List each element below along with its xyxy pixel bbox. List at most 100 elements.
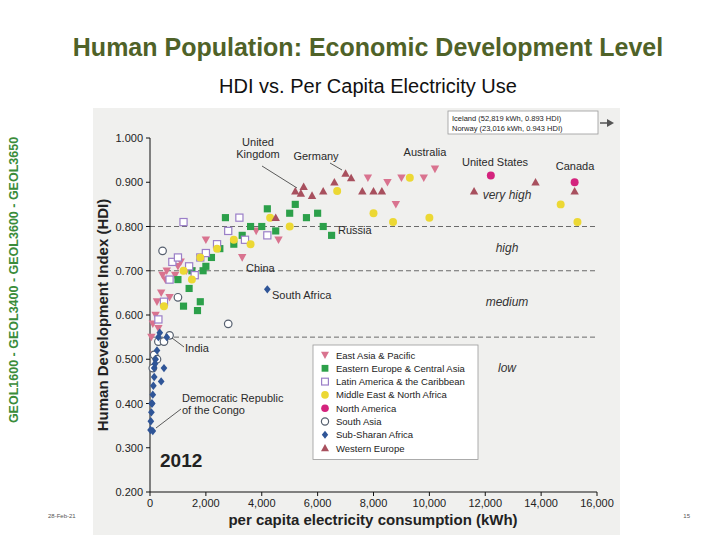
data-point	[406, 174, 414, 182]
legend-marker	[322, 431, 328, 439]
data-point	[148, 399, 155, 407]
data-point	[247, 240, 255, 248]
data-point	[196, 253, 204, 261]
legend-marker	[321, 418, 328, 425]
y-tick-label: 0.700	[115, 265, 143, 277]
data-point	[292, 201, 299, 208]
annotation: Australia	[404, 146, 448, 158]
y-tick	[146, 492, 150, 493]
annotation: Democratic Republicof the Congo	[182, 392, 284, 416]
offscale-arrow-head	[607, 119, 614, 127]
annotation: Russia	[338, 224, 373, 236]
x-tick-label: 12,000	[468, 497, 502, 509]
data-point	[230, 236, 238, 244]
annotation: United States	[462, 156, 529, 168]
series-group	[147, 285, 270, 435]
data-point	[333, 187, 341, 195]
legend-label: Eastern Europe & Central Asia	[336, 363, 466, 374]
legend-marker	[321, 391, 329, 399]
data-point	[392, 201, 400, 209]
data-point	[328, 232, 335, 239]
data-point	[291, 187, 299, 195]
data-point	[224, 320, 232, 328]
series-group	[272, 169, 579, 221]
x-tick	[597, 492, 598, 496]
y-tick	[146, 182, 150, 183]
data-point	[180, 267, 188, 275]
x-axis-label: per capita electricity consumption (kWh)	[228, 511, 517, 528]
legend-marker	[322, 365, 329, 372]
y-tick	[146, 226, 150, 227]
legend-marker	[322, 378, 329, 385]
data-point	[297, 189, 305, 197]
data-point	[174, 294, 182, 302]
annotation: China	[246, 262, 276, 274]
x-tick	[261, 492, 262, 496]
data-point	[531, 178, 539, 186]
data-point	[573, 218, 581, 226]
data-point	[149, 390, 156, 398]
data-point	[341, 169, 349, 177]
legend-label: Latin America & the Caribbean	[336, 376, 465, 387]
x-tick	[373, 492, 374, 496]
annotation: India	[185, 342, 210, 354]
x-tick	[150, 492, 151, 496]
data-point	[557, 200, 565, 208]
y-tick-label: 0.200	[115, 486, 143, 498]
data-point	[197, 298, 204, 305]
data-point	[347, 174, 355, 182]
data-point	[274, 236, 282, 244]
data-point	[308, 191, 316, 199]
legend-label: North America	[336, 403, 397, 414]
annotation-line: Kingdom	[236, 148, 279, 160]
data-point	[286, 223, 294, 231]
slide: Human Population: Economic Development L…	[0, 0, 720, 540]
zone-label: very high	[483, 188, 532, 202]
annotation: UnitedKingdom	[236, 136, 279, 160]
data-point	[264, 285, 271, 293]
y-tick-label: 0.500	[115, 353, 143, 365]
legend-label: South Asia	[336, 416, 382, 427]
data-point	[570, 187, 578, 195]
data-point	[264, 232, 271, 239]
data-point	[194, 307, 201, 314]
data-point	[236, 214, 243, 221]
zone-label: medium	[486, 295, 529, 309]
annotation-line: Russia	[338, 224, 373, 236]
data-point	[180, 303, 187, 310]
annotation: Canada	[556, 160, 595, 172]
data-point	[330, 178, 338, 186]
x-tick-label: 4,000	[248, 497, 276, 509]
data-point	[258, 223, 265, 230]
y-tick-label: 0.900	[115, 176, 143, 188]
legend-box	[313, 345, 478, 459]
data-point	[383, 179, 391, 187]
y-tick	[146, 359, 150, 360]
data-point	[174, 254, 181, 261]
annotation-line: India	[185, 342, 210, 354]
data-point	[213, 245, 221, 253]
data-point	[197, 254, 204, 261]
data-point	[286, 210, 293, 217]
side-course-codes: GEOL1600 - GEOL3400 - GEOL3600 - GEOL365…	[7, 137, 21, 423]
data-point	[314, 210, 321, 217]
annotation-line: Canada	[556, 160, 595, 172]
data-point	[370, 209, 378, 217]
data-point	[151, 373, 158, 381]
series-group	[174, 201, 335, 314]
data-point	[222, 214, 229, 221]
data-point	[358, 187, 366, 195]
data-point	[571, 178, 579, 186]
offscale-note: Iceland (52,819 kWh, 0.893 HDI)	[452, 114, 562, 123]
data-point	[225, 227, 232, 234]
y-tick	[146, 138, 150, 139]
data-point	[202, 263, 209, 270]
data-point	[159, 247, 167, 255]
data-point	[174, 276, 181, 283]
legend-marker	[321, 352, 329, 359]
data-point	[188, 276, 196, 284]
x-tick	[485, 492, 486, 496]
y-tick	[146, 447, 150, 448]
data-point	[425, 214, 433, 222]
y-tick-label: 0.800	[115, 221, 143, 233]
